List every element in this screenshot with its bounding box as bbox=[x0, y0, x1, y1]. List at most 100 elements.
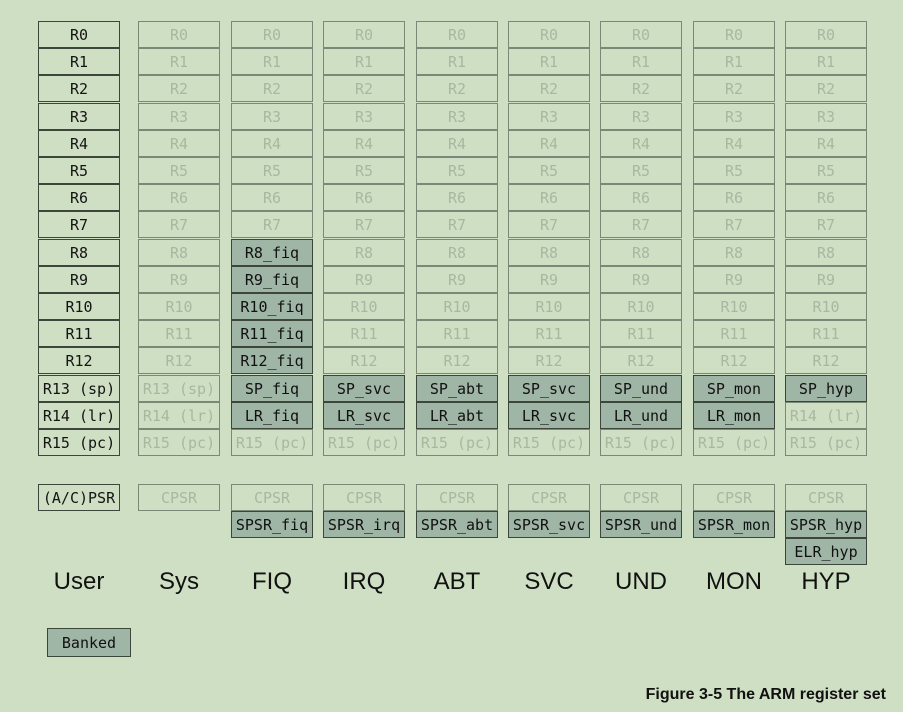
register-cell: R7 bbox=[138, 211, 220, 238]
register-cell: R12 bbox=[785, 347, 867, 374]
register-cell: R15 (pc) bbox=[231, 429, 313, 456]
register-cell: R8 bbox=[508, 239, 590, 266]
register-cell: R11 bbox=[416, 320, 498, 347]
register-cell: R6 bbox=[785, 184, 867, 211]
register-cell: R14 (lr) bbox=[138, 402, 220, 429]
register-cell: R15 (pc) bbox=[416, 429, 498, 456]
register-cell: R15 (pc) bbox=[323, 429, 405, 456]
register-cell: R12 bbox=[323, 347, 405, 374]
register-cell: R10 bbox=[785, 293, 867, 320]
status-register-cell: CPSR bbox=[600, 484, 682, 511]
register-cell: R6 bbox=[416, 184, 498, 211]
register-cell: LR_mon bbox=[693, 402, 775, 429]
register-cell: R8 bbox=[138, 239, 220, 266]
register-cell: R1 bbox=[600, 48, 682, 75]
register-cell: R13 (sp) bbox=[138, 375, 220, 402]
register-cell: R9_fiq bbox=[231, 266, 313, 293]
register-cell: R5 bbox=[323, 157, 405, 184]
status-register-cell: SPSR_hyp bbox=[785, 511, 867, 538]
register-cell: R11 bbox=[323, 320, 405, 347]
register-cell: R8 bbox=[785, 239, 867, 266]
register-cell: R12 bbox=[508, 347, 590, 374]
register-cell: SP_svc bbox=[323, 375, 405, 402]
register-cell: R2 bbox=[323, 75, 405, 102]
register-cell: R7 bbox=[693, 211, 775, 238]
register-cell: R3 bbox=[38, 103, 120, 130]
register-cell: R4 bbox=[600, 130, 682, 157]
register-cell: R14 (lr) bbox=[38, 402, 120, 429]
register-cell: R4 bbox=[38, 130, 120, 157]
mode-label-mon: MON bbox=[706, 568, 762, 595]
register-cell: SP_svc bbox=[508, 375, 590, 402]
register-cell: R7 bbox=[323, 211, 405, 238]
register-cell: R1 bbox=[323, 48, 405, 75]
register-cell: R11 bbox=[508, 320, 590, 347]
register-cell: SP_fiq bbox=[231, 375, 313, 402]
register-cell: R6 bbox=[231, 184, 313, 211]
register-cell: R0 bbox=[138, 21, 220, 48]
register-cell: R3 bbox=[785, 103, 867, 130]
register-cell: R12 bbox=[138, 347, 220, 374]
register-cell: R7 bbox=[231, 211, 313, 238]
register-cell: R3 bbox=[231, 103, 313, 130]
register-cell: R2 bbox=[508, 75, 590, 102]
register-cell: R10 bbox=[508, 293, 590, 320]
mode-label-user: User bbox=[53, 568, 105, 595]
register-cell: R6 bbox=[508, 184, 590, 211]
register-cell: LR_svc bbox=[508, 402, 590, 429]
register-cell: LR_fiq bbox=[231, 402, 313, 429]
register-cell: R8 bbox=[323, 239, 405, 266]
register-cell: R0 bbox=[508, 21, 590, 48]
status-register-cell: CPSR bbox=[508, 484, 590, 511]
register-cell: SP_abt bbox=[416, 375, 498, 402]
status-register-cell: SPSR_und bbox=[600, 511, 682, 538]
mode-label-svc: SVC bbox=[524, 568, 574, 595]
mode-label-irq: IRQ bbox=[342, 568, 386, 595]
register-cell: R12 bbox=[416, 347, 498, 374]
register-cell: R0 bbox=[693, 21, 775, 48]
register-cell: R5 bbox=[416, 157, 498, 184]
status-register-cell: CPSR bbox=[416, 484, 498, 511]
status-register-cell: CPSR bbox=[231, 484, 313, 511]
register-cell: R5 bbox=[508, 157, 590, 184]
register-cell: R9 bbox=[693, 266, 775, 293]
mode-label-fiq: FIQ bbox=[252, 568, 292, 595]
register-cell: R10 bbox=[600, 293, 682, 320]
register-cell: R2 bbox=[600, 75, 682, 102]
register-cell: R15 (pc) bbox=[38, 429, 120, 456]
register-cell: R9 bbox=[323, 266, 405, 293]
register-cell: R11 bbox=[785, 320, 867, 347]
register-cell: R11 bbox=[138, 320, 220, 347]
register-cell: R3 bbox=[693, 103, 775, 130]
register-cell: R4 bbox=[416, 130, 498, 157]
register-cell: R13 (sp) bbox=[38, 375, 120, 402]
register-cell: R10_fiq bbox=[231, 293, 313, 320]
register-cell: R0 bbox=[785, 21, 867, 48]
register-cell: R3 bbox=[600, 103, 682, 130]
register-cell: R6 bbox=[323, 184, 405, 211]
register-cell: R7 bbox=[785, 211, 867, 238]
register-cell: R9 bbox=[138, 266, 220, 293]
register-cell: R12 bbox=[38, 347, 120, 374]
status-register-cell: SPSR_fiq bbox=[231, 511, 313, 538]
status-register-cell: CPSR bbox=[323, 484, 405, 511]
status-register-cell: SPSR_mon bbox=[693, 511, 775, 538]
register-cell: R2 bbox=[38, 75, 120, 102]
status-register-cell: ELR_hyp bbox=[785, 538, 867, 565]
register-cell: LR_abt bbox=[416, 402, 498, 429]
register-cell: R15 (pc) bbox=[138, 429, 220, 456]
register-cell: R0 bbox=[416, 21, 498, 48]
register-cell: R0 bbox=[231, 21, 313, 48]
register-cell: R12 bbox=[693, 347, 775, 374]
register-cell: R5 bbox=[693, 157, 775, 184]
register-cell: R6 bbox=[693, 184, 775, 211]
register-cell: R11 bbox=[38, 320, 120, 347]
status-register-cell: SPSR_svc bbox=[508, 511, 590, 538]
mode-label-abt: ABT bbox=[433, 568, 481, 595]
register-cell: R1 bbox=[138, 48, 220, 75]
status-register-cell: SPSR_irq bbox=[323, 511, 405, 538]
register-cell: R1 bbox=[38, 48, 120, 75]
register-cell: R1 bbox=[693, 48, 775, 75]
register-cell: R2 bbox=[693, 75, 775, 102]
register-cell: R0 bbox=[323, 21, 405, 48]
